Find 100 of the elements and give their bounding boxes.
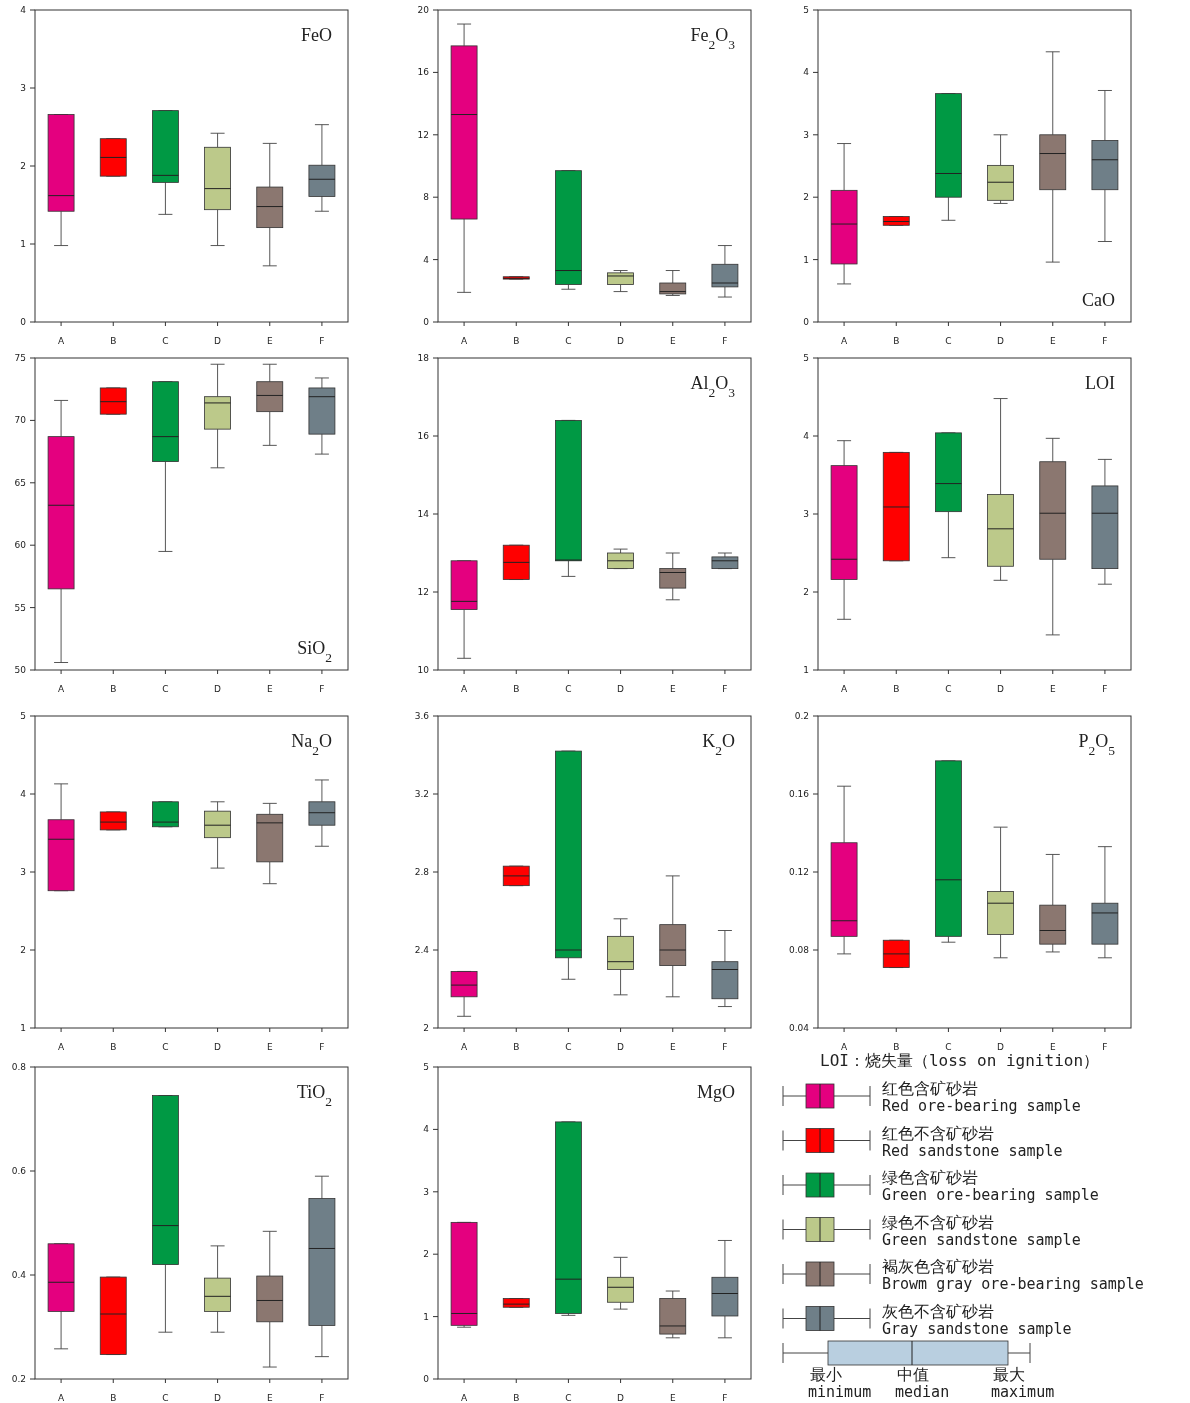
text: 红色不含矿砂岩 (882, 1123, 994, 1143)
y-tick-label: 4 (803, 431, 810, 441)
text: minimum (808, 1383, 872, 1401)
y-tick-label: 0.2 (794, 711, 809, 721)
x-tick-label: E (1049, 1042, 1056, 1052)
x-tick-label: E (669, 336, 676, 346)
y-tick-label: 3 (20, 83, 26, 93)
x-tick-label: F (319, 336, 325, 346)
x-tick-label: F (1102, 336, 1108, 346)
x-tick-label: F (319, 1042, 325, 1052)
x-tick-label: B (110, 684, 117, 694)
y-tick-label: 0.16 (788, 789, 810, 799)
text: FeO (301, 25, 332, 45)
text: Na$_{2}$O (291, 731, 332, 758)
x-tick-label: D (214, 684, 222, 694)
x-tick-label: E (266, 1393, 273, 1403)
y-tick-label: 0.04 (788, 1023, 810, 1033)
y-tick-label: 1 (20, 239, 26, 249)
text: LOI：烧失量（loss on ignition） (820, 1051, 1100, 1070)
y-tick-label: 0.12 (788, 867, 809, 877)
y-tick-label: 2 (803, 192, 809, 203)
y-tick-label: 4 (423, 1124, 430, 1135)
text: SiO$_{2}$ (297, 638, 332, 665)
text: median (895, 1383, 950, 1401)
y-tick-label: 75 (14, 353, 26, 363)
x-tick-label: D (214, 1042, 222, 1052)
x-tick-label: E (266, 1042, 273, 1052)
text: Red ore-bearing sample (882, 1097, 1081, 1115)
y-tick-label: 2 (423, 1249, 429, 1260)
x-tick-label: C (162, 1042, 169, 1052)
x-tick-label: B (893, 336, 900, 346)
y-tick-label: 1 (20, 1023, 26, 1033)
x-tick-label: A (841, 1042, 848, 1052)
x-tick-label: B (513, 684, 520, 694)
text: 灰色不含矿砂岩 (882, 1301, 994, 1321)
x-tick-label: A (461, 1393, 468, 1403)
x-tick-label: F (319, 1393, 325, 1403)
text: Al$_{2}$O$_{3}$ (690, 373, 736, 400)
x-tick-label: B (893, 1042, 900, 1052)
y-tick-label: 12 (417, 587, 429, 597)
x-tick-label: D (617, 336, 625, 346)
y-tick-label: 5 (803, 353, 809, 363)
text: CaO (1082, 290, 1115, 310)
x-tick-label: D (617, 684, 625, 694)
y-tick-label: 65 (14, 477, 26, 488)
y-tick-label: 3.6 (414, 711, 430, 721)
y-tick-label: 1 (423, 1311, 429, 1322)
y-tick-label: 0.8 (11, 1062, 27, 1072)
x-tick-label: A (841, 336, 848, 346)
x-tick-label: C (565, 1042, 572, 1052)
x-tick-label: B (893, 684, 900, 694)
y-tick-label: 2 (20, 161, 26, 171)
x-tick-label: B (513, 1393, 520, 1403)
x-tick-label: A (461, 336, 468, 346)
text: Green sandstone sample (882, 1230, 1081, 1249)
text: Red sandstone sample (882, 1141, 1063, 1160)
x-tick-label: A (461, 1042, 468, 1052)
x-tick-label: D (997, 1042, 1005, 1052)
x-tick-label: F (1102, 684, 1108, 694)
x-tick-label: A (58, 684, 65, 694)
x-tick-label: D (617, 1393, 625, 1403)
text: TiO$_{2}$ (296, 1082, 332, 1109)
x-tick-label: C (162, 336, 169, 346)
y-tick-label: 4 (20, 5, 27, 15)
x-tick-label: B (110, 336, 117, 346)
x-tick-label: E (266, 684, 273, 694)
x-tick-label: D (214, 336, 222, 346)
x-tick-label: A (58, 1042, 65, 1052)
x-tick-label: A (841, 684, 848, 694)
x-tick-label: C (565, 1393, 572, 1403)
x-tick-label: A (461, 684, 468, 694)
x-tick-label: C (162, 1393, 169, 1403)
y-tick-label: 16 (417, 67, 430, 78)
x-tick-label: B (110, 1042, 117, 1052)
x-tick-label: C (565, 336, 572, 346)
x-tick-label: C (945, 1042, 952, 1052)
text: LOI (1085, 373, 1115, 393)
y-tick-label: 2 (20, 945, 26, 955)
text: K$_{2}$O (702, 731, 735, 758)
y-tick-label: 10 (417, 665, 430, 675)
text: Browm gray ore-bearing sample (882, 1275, 1144, 1293)
x-tick-label: C (162, 684, 169, 694)
x-tick-label: E (669, 684, 676, 694)
y-tick-label: 3.2 (414, 789, 429, 799)
text: 最小 (810, 1365, 842, 1384)
y-tick-label: 14 (417, 509, 430, 519)
text: 中值 (897, 1365, 929, 1384)
y-tick-label: 4 (803, 67, 810, 78)
y-tick-label: 4 (20, 789, 27, 799)
y-tick-label: 3 (803, 509, 809, 519)
x-tick-label: C (945, 336, 952, 346)
y-tick-label: 0.2 (11, 1374, 26, 1384)
y-tick-label: 0 (423, 317, 430, 327)
y-tick-label: 1 (803, 665, 809, 675)
y-tick-label: 1 (803, 254, 809, 265)
y-tick-label: 2.8 (414, 867, 430, 877)
y-tick-label: 16 (417, 431, 430, 441)
text: 褐灰色含矿砂岩 (882, 1257, 994, 1276)
y-tick-label: 3 (20, 867, 26, 877)
x-tick-label: D (997, 684, 1005, 694)
